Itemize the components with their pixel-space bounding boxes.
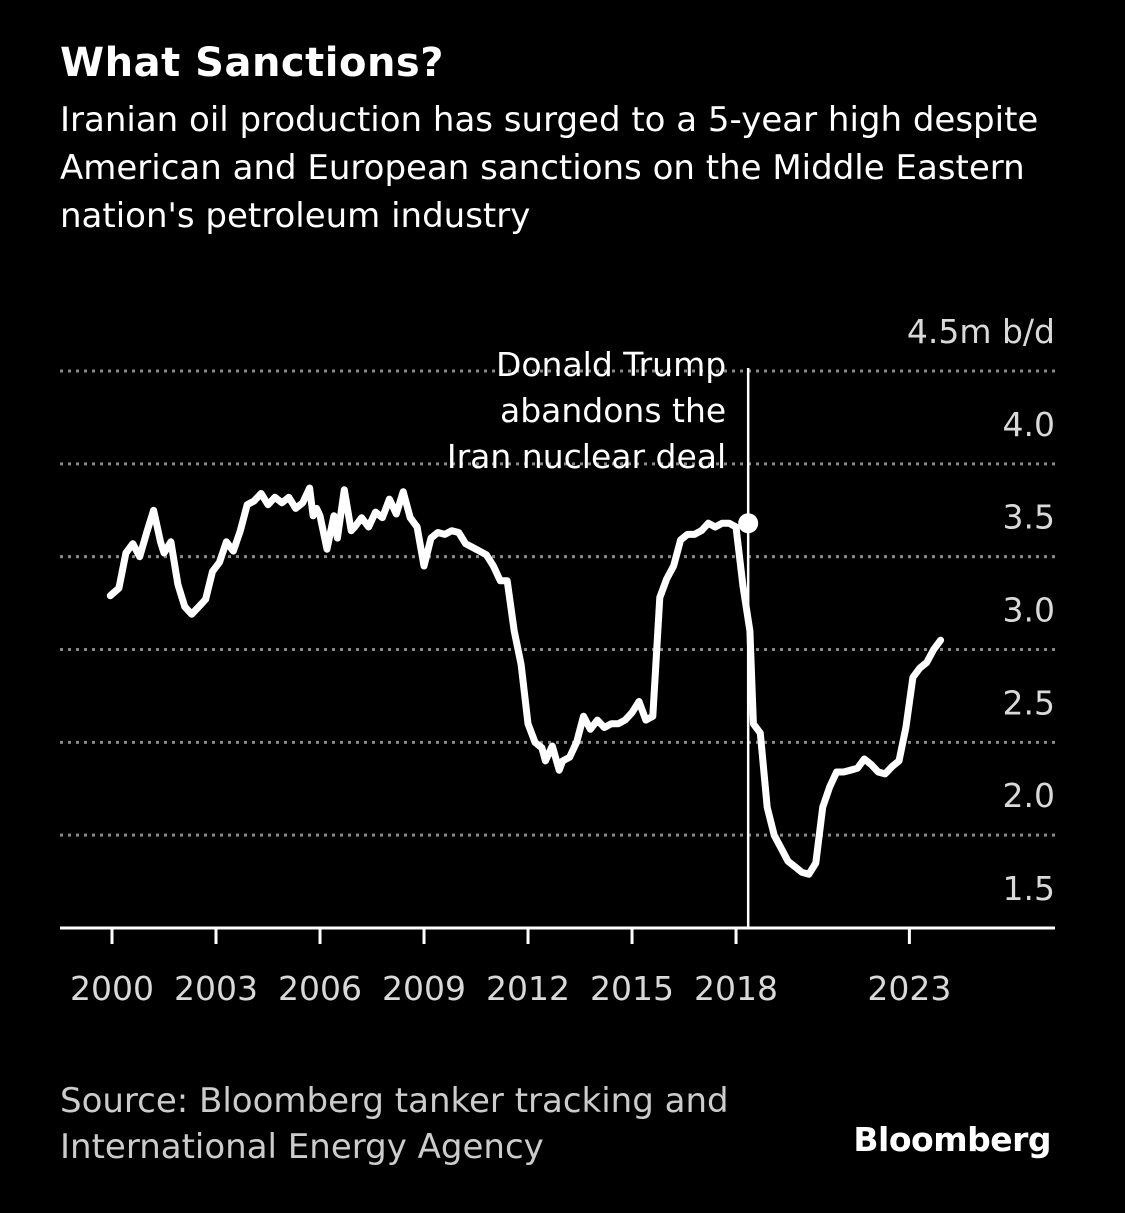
annotation: Donald Trump abandons the Iran nuclear dea… [447, 345, 750, 928]
x-tick-label: 2006 [278, 969, 362, 1008]
x-tick-label: 2000 [70, 969, 154, 1008]
annotation-text-line: Iran nuclear deal [447, 437, 726, 476]
y-tick-label: 3.5 [1003, 498, 1055, 537]
y-tick-label: 3.0 [1003, 591, 1055, 630]
y-axis-tick-labels: 4.5m b/d 4.0 3.5 3.0 2.5 2.0 1.5 [907, 312, 1055, 908]
bloomberg-logo: Bloomberg [853, 1120, 1051, 1159]
y-axis-unit-label: 4.5m b/d [907, 312, 1055, 351]
x-tick-label: 2023 [867, 969, 951, 1008]
line-chart: 4.5m b/d4.03.53.02.52.01.5 2000 2003 2006 2… [60, 312, 1055, 1008]
x-tick-label: 2003 [174, 969, 258, 1008]
chart-subtitle: Iranian oil production has surged to a 5… [60, 100, 1039, 236]
y-tick-label: 2.5 [1003, 683, 1055, 722]
y-tick-label: 4.0 [1003, 405, 1055, 444]
x-tick-label: 2018 [694, 969, 778, 1008]
series-line [106, 484, 945, 878]
source-note: Source: Bloomberg tanker tracking and In… [60, 1081, 729, 1167]
annotation-text-line: abandons the [500, 391, 726, 430]
x-tick-label: 2009 [382, 969, 466, 1008]
x-axis: 2000 2003 2006 2009 2012 2015 2018 2023 [60, 926, 1055, 1008]
annotation-marker [738, 513, 759, 534]
x-tick-label: 2015 [590, 969, 674, 1008]
chart-title: What Sanctions? [60, 40, 444, 86]
x-tick-label: 2012 [486, 969, 570, 1008]
y-tick-label: 1.5 [1003, 869, 1055, 908]
series-layer [106, 484, 945, 878]
annotation-text-line: Donald Trump [496, 345, 726, 384]
gridlines [60, 369, 1055, 837]
y-tick-label: 2.0 [1003, 776, 1055, 815]
